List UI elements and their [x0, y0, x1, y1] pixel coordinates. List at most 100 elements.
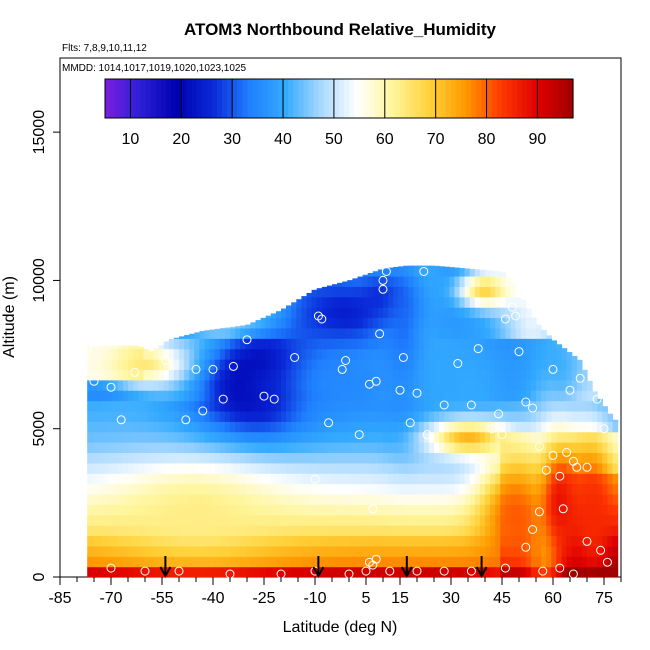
heatmap-cell: [383, 317, 389, 329]
heatmap-cell: [602, 410, 608, 422]
heatmap-cell: [163, 442, 170, 454]
heatmap-cell: [495, 442, 501, 454]
heatmap-cell: [459, 275, 466, 287]
heatmap-cell: [281, 359, 287, 370]
flight-arrow: [159, 556, 172, 579]
heatmap-cell: [321, 514, 328, 526]
heatmap-cell: [597, 556, 603, 568]
heatmap-cell: [153, 400, 160, 412]
heatmap-cell: [97, 369, 104, 381]
colorbar-segment: [456, 79, 462, 118]
heatmap-cell: [377, 504, 384, 516]
heatmap-cell: [270, 452, 277, 464]
heatmap-cell: [520, 421, 527, 433]
heatmap-cell: [474, 338, 481, 350]
heatmap-cell: [597, 535, 603, 547]
heatmap-cell: [224, 327, 231, 329]
heatmap-cell: [525, 514, 532, 526]
heatmap-cell: [520, 359, 527, 370]
heatmap-cell: [107, 525, 114, 537]
sample-point: [398, 353, 408, 362]
heatmap-cell: [87, 379, 93, 391]
heatmap-cell: [148, 556, 155, 568]
heatmap-cell: [337, 327, 343, 339]
heatmap-cell: [566, 473, 573, 485]
heatmap-cell: [342, 493, 348, 505]
heatmap-cell: [337, 317, 343, 329]
heatmap-cell: [372, 348, 379, 360]
sample-point: [596, 545, 606, 555]
heatmap-cell: [352, 493, 359, 505]
heatmap-cell: [398, 307, 404, 319]
heatmap-cell: [316, 504, 323, 516]
heatmap-cell: [199, 338, 206, 350]
colorbar-segment: [328, 79, 335, 118]
heatmap-cell: [495, 473, 501, 485]
heatmap-cell: [224, 359, 231, 370]
heatmap-cell: [510, 281, 517, 287]
heatmap-cell: [566, 400, 573, 412]
heatmap-cell: [541, 348, 547, 360]
sample-point: [290, 353, 300, 362]
heatmap-cell: [434, 369, 440, 381]
heatmap-cell: [301, 504, 308, 516]
sample-point: [324, 418, 334, 428]
heatmap-cell: [546, 421, 552, 433]
heatmap-cell: [179, 493, 185, 505]
heatmap-cell: [316, 379, 323, 391]
heatmap-cell: [321, 379, 328, 391]
heatmap-cell: [602, 473, 608, 485]
heatmap-cell: [500, 556, 506, 568]
heatmap-cell: [546, 359, 552, 370]
heatmap-cell: [393, 275, 399, 287]
sample-point: [368, 504, 378, 514]
colorbar-segment: [288, 79, 294, 118]
heatmap-cell: [464, 307, 471, 319]
heatmap-cell: [530, 442, 537, 454]
colorbar-segment: [206, 79, 213, 118]
heatmap-cell: [367, 545, 374, 557]
heatmap-cell: [587, 483, 593, 495]
heatmap-cell: [464, 317, 471, 329]
heatmap-cell: [398, 338, 404, 350]
heatmap-cell: [316, 483, 323, 495]
heatmap-cell: [362, 348, 369, 360]
heatmap-cell: [117, 514, 124, 526]
heatmap-cell: [326, 338, 333, 350]
sample-point: [565, 385, 575, 395]
heatmap-cell: [270, 421, 277, 433]
heatmap-cell: [311, 483, 318, 495]
heatmap-cell: [357, 431, 364, 443]
heatmap-cell: [97, 431, 104, 443]
heatmap-cell: [337, 545, 343, 557]
heatmap-cell: [87, 504, 93, 516]
heatmap-cell: [581, 442, 588, 454]
heatmap-cell: [541, 452, 547, 464]
heatmap-cell: [541, 338, 547, 350]
heatmap-cell: [383, 473, 389, 485]
colorbar-segment: [405, 79, 411, 118]
colorbar-segment: [166, 79, 172, 118]
heatmap-cell: [306, 514, 313, 526]
heatmap-cell: [551, 504, 557, 516]
heatmap-cell: [383, 514, 389, 526]
heatmap-cell: [413, 514, 420, 526]
heatmap-cell: [551, 566, 557, 578]
heatmap-cell: [194, 473, 200, 485]
heatmap-cell: [525, 348, 532, 360]
heatmap-cell: [485, 286, 491, 298]
heatmap-cell: [454, 348, 461, 360]
heatmap-cell: [168, 348, 175, 360]
heatmap-cell: [204, 400, 211, 412]
heatmap-cell: [500, 525, 506, 537]
heatmap-cell: [469, 410, 476, 422]
heatmap-cell: [326, 400, 333, 412]
heatmap-cell: [479, 390, 486, 402]
heatmap-cell: [265, 390, 272, 402]
heatmap-cell: [505, 327, 512, 339]
heatmap-cell: [260, 535, 267, 547]
heatmap-cell: [372, 514, 379, 526]
heatmap-cell: [561, 462, 568, 474]
heatmap-cell: [301, 338, 308, 350]
heatmap-cell: [372, 504, 379, 516]
